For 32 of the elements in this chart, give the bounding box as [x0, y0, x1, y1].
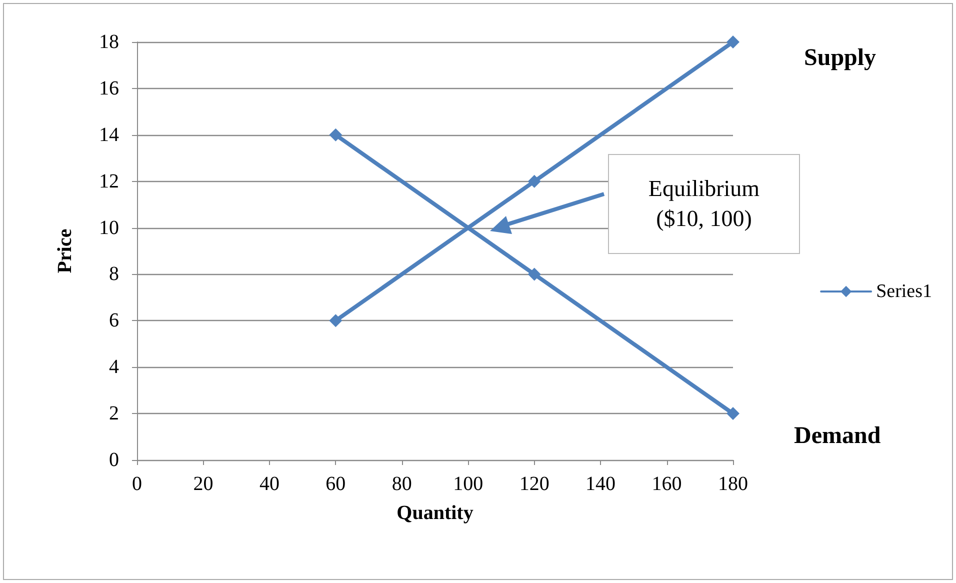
x-tick-label: 120: [519, 473, 550, 495]
point: [528, 268, 541, 281]
point: [329, 128, 342, 142]
point: [528, 174, 541, 188]
y-axis-title: Price: [54, 228, 76, 274]
y-tick-label: 16: [99, 77, 119, 100]
y-tick-label: 12: [99, 170, 119, 192]
y-tick-label: 14: [99, 124, 119, 146]
x-tick-label: 60: [326, 473, 346, 495]
x-tick-label: 80: [392, 473, 412, 495]
x-tick-label: 100: [453, 473, 484, 495]
y-tick-label: 18: [99, 31, 119, 53]
x-tick-label: 40: [259, 473, 280, 495]
legend-label: Series1: [876, 281, 932, 302]
y-tick-label: 0: [109, 449, 119, 471]
point: [726, 36, 740, 48]
x-tick-label: 140: [586, 473, 616, 495]
y-tick-label: 2: [109, 402, 119, 425]
callout-box: Equilibrium ($10, 100): [608, 154, 800, 254]
x-axis-title: Quantity: [396, 502, 474, 524]
text: Demand: [794, 423, 882, 449]
x-tick-label: 160: [652, 473, 682, 495]
x-tick-label: 20: [193, 473, 214, 495]
y-tick-label: 10: [99, 216, 119, 239]
y-tick-label: 4: [109, 356, 119, 378]
y-tick-label: 6: [109, 310, 119, 332]
point: [726, 407, 740, 420]
text: Supply: [804, 45, 876, 71]
point: [329, 314, 342, 328]
x-tick-label: 180: [718, 473, 748, 495]
x-tick-label: 0: [132, 473, 142, 495]
y-tick-label: 8: [109, 263, 119, 286]
